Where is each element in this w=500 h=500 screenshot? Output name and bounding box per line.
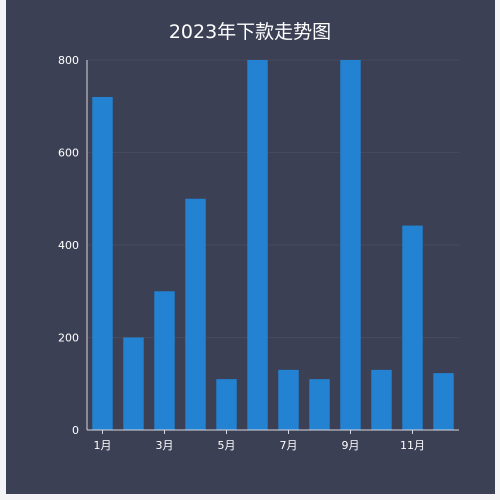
bar-10[interactable] xyxy=(371,369,392,430)
grid-lines xyxy=(87,59,459,338)
x-tick-label: 11月 xyxy=(400,439,425,452)
bar-5[interactable] xyxy=(216,379,237,430)
x-tick-label: 1月 xyxy=(94,439,112,452)
bar-2[interactable] xyxy=(123,337,144,431)
x-tick-label: 7月 xyxy=(280,439,298,452)
y-tick-label: 600 xyxy=(58,147,79,160)
bar-11[interactable] xyxy=(402,225,423,430)
chart-title: 2023年下款走势图 xyxy=(168,21,332,43)
bar-9[interactable] xyxy=(340,60,361,430)
bar-6[interactable] xyxy=(247,60,268,430)
axes xyxy=(86,60,459,434)
page-margin-bottom xyxy=(0,494,500,500)
y-tick-label: 400 xyxy=(58,239,79,252)
bars xyxy=(92,60,454,431)
y-tick-label: 0 xyxy=(72,424,79,437)
page-margin-left xyxy=(0,0,6,500)
tick-labels: 0 200 400 600 800 1月 3月 5月 7月 9月 11月 xyxy=(58,54,425,452)
bar-7[interactable] xyxy=(278,369,299,430)
x-tick-label: 9月 xyxy=(342,439,360,452)
bar-12[interactable] xyxy=(433,373,454,430)
y-tick-label: 200 xyxy=(58,332,79,345)
x-tick-label: 3月 xyxy=(156,439,174,452)
x-tick-label: 5月 xyxy=(218,439,236,452)
bar-1[interactable] xyxy=(92,97,113,430)
y-tick-label: 800 xyxy=(58,54,79,67)
bar-3[interactable] xyxy=(154,291,175,430)
page-margin-right xyxy=(495,0,500,500)
bar-4[interactable] xyxy=(185,198,206,430)
bar-8[interactable] xyxy=(309,379,330,430)
